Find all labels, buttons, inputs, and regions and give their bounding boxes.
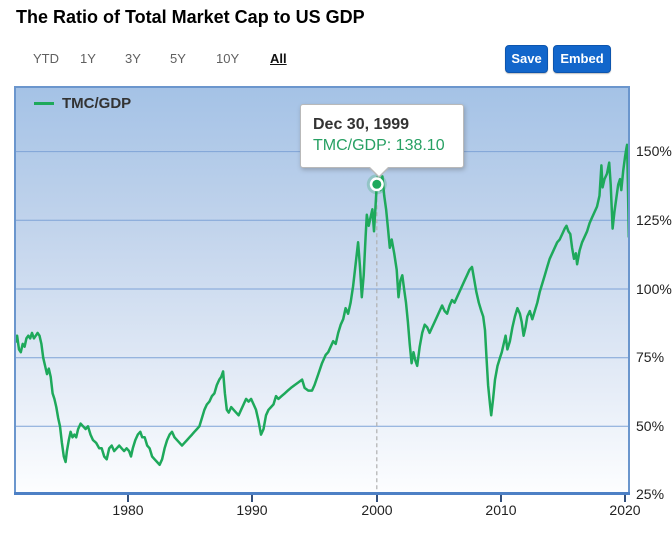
embed-button[interactable]: Embed (553, 45, 611, 73)
x-axis-label-1990: 1990 (236, 502, 268, 518)
range-ytd[interactable]: YTD (33, 51, 59, 66)
range-5y[interactable]: 5Y (170, 51, 186, 66)
y-axis-label-150: 150% (636, 143, 672, 159)
legend-line-icon (34, 102, 54, 105)
x-axis-label-2020: 2020 (609, 502, 641, 518)
tooltip-value: TMC/GDP: 138.10 (313, 137, 445, 154)
chart-tooltip: Dec 30, 1999 TMC/GDP: 138.10 (300, 104, 464, 178)
x-axis-label-2010: 2010 (485, 502, 517, 518)
x-axis-tick (500, 495, 502, 502)
legend-series-label: TMC/GDP (62, 95, 132, 112)
y-axis-label-50: 50% (636, 418, 665, 434)
range-1y[interactable]: 1Y (80, 51, 96, 66)
chart-plot-area[interactable]: TMC/GDP Dec 30, 1999 TMC/GDP: 138.10 (14, 86, 630, 495)
x-axis-tick (376, 495, 378, 502)
y-axis-label-25: 25% (636, 486, 665, 502)
range-3y[interactable]: 3Y (125, 51, 141, 66)
range-all[interactable]: All (270, 51, 287, 66)
x-axis-label-2000: 2000 (361, 502, 393, 518)
chart-canvas[interactable] (14, 86, 630, 495)
x-axis-label-1980: 1980 (112, 502, 144, 518)
tooltip-date: Dec 30, 1999 (313, 116, 410, 133)
x-axis-tick (251, 495, 253, 502)
save-button[interactable]: Save (505, 45, 548, 73)
y-axis-label-75: 75% (636, 349, 665, 365)
page-title: The Ratio of Total Market Cap to US GDP (16, 7, 365, 27)
x-axis-tick (624, 495, 626, 502)
range-10y[interactable]: 10Y (216, 51, 240, 66)
chart-legend[interactable]: TMC/GDP (34, 95, 131, 112)
x-axis-tick (127, 495, 129, 502)
y-axis-label-125: 125% (636, 212, 672, 228)
y-axis-label-100: 100% (636, 281, 672, 297)
